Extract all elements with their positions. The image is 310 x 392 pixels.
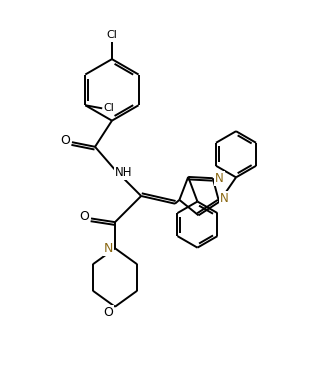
Text: Cl: Cl (107, 31, 117, 40)
Text: NH: NH (115, 166, 132, 179)
Text: Cl: Cl (104, 103, 114, 113)
Text: N: N (104, 242, 113, 255)
Text: O: O (60, 134, 70, 147)
Text: N: N (215, 172, 224, 185)
Text: N: N (220, 192, 229, 205)
Text: O: O (103, 306, 113, 319)
Text: O: O (79, 211, 89, 223)
